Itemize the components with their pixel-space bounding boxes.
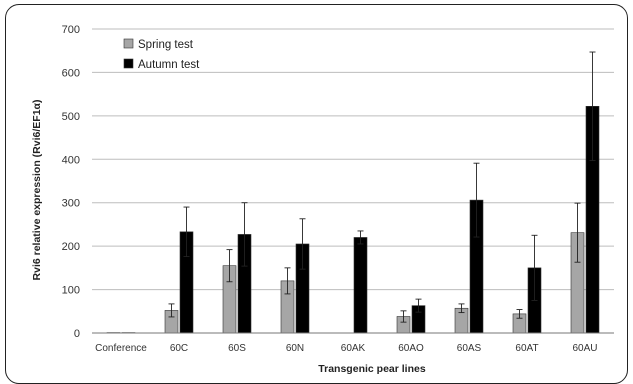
legend: Spring test Autumn test	[124, 39, 200, 71]
y-tick-100: 100	[62, 285, 80, 297]
y-tick-labels: 0 100 200 300 400 500 600 700	[62, 24, 80, 340]
y-tick-400: 400	[62, 154, 80, 166]
y-tick-700: 700	[62, 24, 80, 36]
x-axis-title: Transgenic pear lines	[318, 363, 426, 375]
legend-swatch-spring	[124, 39, 133, 48]
legend-label-autumn: Autumn test	[138, 59, 200, 71]
x-tick-60AU: 60AU	[572, 343, 597, 354]
bar-chart: 0 100 200 300 400 500 600 700 Conference 60C 60S 6…	[0, 0, 633, 375]
x-tick-60AS: 60AS	[457, 343, 482, 354]
y-tick-300: 300	[62, 198, 80, 210]
x-tick-60AO: 60AO	[398, 343, 424, 354]
legend-swatch-autumn	[124, 59, 133, 68]
y-tick-600: 600	[62, 67, 80, 79]
x-tick-labels: Conference 60C 60S 60N 60AK 60AO 60AS 60AT 60AU	[95, 343, 597, 354]
x-tick-60AK: 60AK	[341, 343, 366, 354]
x-tick-60AT: 60AT	[515, 343, 538, 354]
x-tick-Conference: Conference	[95, 343, 147, 354]
x-tick-60S: 60S	[228, 343, 246, 354]
y-tick-500: 500	[62, 111, 80, 123]
y-tick-200: 200	[62, 241, 80, 253]
x-tick-60N: 60N	[286, 343, 304, 354]
x-tick-60C: 60C	[170, 343, 188, 354]
y-tick-0: 0	[74, 328, 80, 340]
bar-autumn-60AK	[354, 237, 367, 333]
y-axis-title: Rvi6 relative expression (Rvi6/EF1α)	[31, 100, 43, 281]
bars	[107, 106, 599, 333]
legend-label-spring: Spring test	[138, 39, 194, 51]
